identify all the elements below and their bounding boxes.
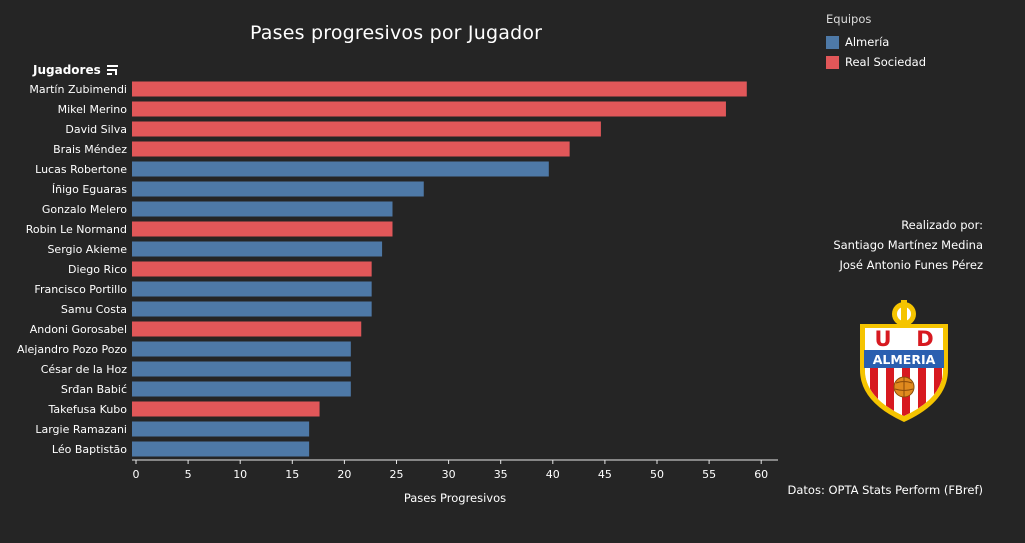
row-label-gonzalo-melero: Gonzalo Melero	[42, 203, 127, 216]
row-label-mikel-merino: Mikel Merino	[58, 103, 128, 116]
legend-item-almeria[interactable]: Almería	[826, 32, 926, 52]
row-label-robin-le-normand: Robin Le Normand	[26, 223, 127, 236]
x-tick-label-10: 10	[233, 468, 247, 481]
x-tick-label-50: 50	[650, 468, 664, 481]
bar-marti-n-zubimendi[interactable]	[132, 81, 747, 97]
bar-le-o-baptista-o[interactable]	[132, 441, 310, 457]
bar-takefusa-kubo[interactable]	[132, 401, 320, 417]
x-tick-label-45: 45	[598, 468, 612, 481]
bar-chart: Martín Zubimendi Mikel Merino David Silva B…	[17, 81, 778, 505]
bar-gonzalo-melero[interactable]	[132, 201, 393, 217]
legend: Equipos Almería Real Sociedad	[826, 12, 926, 72]
bar-sr-an-babic[interactable]	[132, 381, 351, 397]
bar-diego-rico[interactable]	[132, 261, 372, 277]
legend-item-real-sociedad[interactable]: Real Sociedad	[826, 52, 926, 72]
x-tick-label-35: 35	[494, 468, 508, 481]
row-label-largie-ramazani: Largie Ramazani	[35, 423, 127, 436]
row-label-i-n-igo-eguaras: Íñigo Eguaras	[52, 183, 127, 196]
x-axis-title: Pases Progresivos	[404, 491, 506, 505]
legend-label-almeria: Almería	[845, 35, 890, 49]
bar-i-n-igo-eguaras[interactable]	[132, 181, 424, 197]
row-label-alejandro-pozo-pozo: Alejandro Pozo Pozo	[17, 343, 127, 356]
sort-icon[interactable]	[106, 64, 118, 78]
bar-sergio-akieme[interactable]	[132, 241, 383, 257]
row-label-takefusa-kubo: Takefusa Kubo	[47, 403, 127, 416]
credits-author-1: Santiago Martínez Medina	[833, 238, 983, 252]
bar-largie-ramazani[interactable]	[132, 421, 310, 437]
x-tick-label-60: 60	[754, 468, 768, 481]
row-label-brais-me-ndez: Brais Méndez	[53, 143, 127, 156]
x-tick-label-25: 25	[390, 468, 404, 481]
rows-header: Jugadores	[33, 63, 118, 78]
bar-david-silva[interactable]	[132, 121, 601, 137]
bar-francisco-portillo[interactable]	[132, 281, 372, 297]
legend-swatch-real-sociedad	[826, 55, 839, 69]
x-tick-label-0: 0	[133, 468, 140, 481]
x-tick-label-55: 55	[702, 468, 716, 481]
ud-almeria-crest-icon: U D ALMERIA	[860, 300, 948, 422]
bar-robin-le-normand[interactable]	[132, 221, 393, 237]
svg-text:U: U	[874, 327, 891, 351]
bar-samu-costa[interactable]	[132, 301, 372, 317]
bar-mikel-merino[interactable]	[132, 101, 726, 117]
x-tick-label-30: 30	[442, 468, 456, 481]
bar-andoni-gorosabel[interactable]	[132, 321, 362, 337]
row-label-francisco-portillo: Francisco Portillo	[34, 283, 127, 296]
data-source: Datos: OPTA Stats Perform (FBref)	[787, 483, 984, 497]
bar-ce-sar-de-la-hoz[interactable]	[132, 361, 351, 377]
x-tick-label-5: 5	[185, 468, 192, 481]
svg-text:D: D	[916, 327, 933, 351]
svg-text:ALMERIA: ALMERIA	[873, 352, 936, 367]
row-label-samu-costa: Samu Costa	[61, 303, 127, 316]
x-tick-label-40: 40	[546, 468, 560, 481]
credits-heading: Realizado por:	[901, 218, 983, 232]
row-label-sergio-akieme: Sergio Akieme	[47, 243, 127, 256]
x-tick-label-20: 20	[337, 468, 351, 481]
row-label-lucas-robertone: Lucas Robertone	[35, 163, 127, 176]
credits: Realizado por: Santiago Martínez Medina …	[833, 215, 983, 275]
chart-title: Pases progresivos por Jugador	[250, 22, 543, 44]
legend-title: Equipos	[826, 12, 872, 26]
x-tick-label-15: 15	[285, 468, 299, 481]
credits-author-2: José Antonio Funes Pérez	[839, 258, 984, 272]
rows-header-label: Jugadores	[33, 63, 101, 77]
row-label-marti-n-zubimendi: Martín Zubimendi	[29, 83, 127, 96]
legend-label-real-sociedad: Real Sociedad	[845, 55, 927, 69]
bar-alejandro-pozo-pozo[interactable]	[132, 341, 351, 357]
row-label-sr-an-babic: Srđan Babić	[61, 383, 127, 396]
row-label-ce-sar-de-la-hoz: César de la Hoz	[41, 363, 127, 376]
bar-lucas-robertone[interactable]	[132, 161, 549, 177]
row-label-david-silva: David Silva	[65, 123, 127, 136]
legend-swatch-almeria	[826, 35, 839, 49]
row-label-le-o-baptista-o: Léo Baptistão	[52, 443, 127, 456]
bar-brais-me-ndez[interactable]	[132, 141, 570, 157]
row-label-andoni-gorosabel: Andoni Gorosabel	[30, 323, 127, 336]
row-label-diego-rico: Diego Rico	[68, 263, 127, 276]
